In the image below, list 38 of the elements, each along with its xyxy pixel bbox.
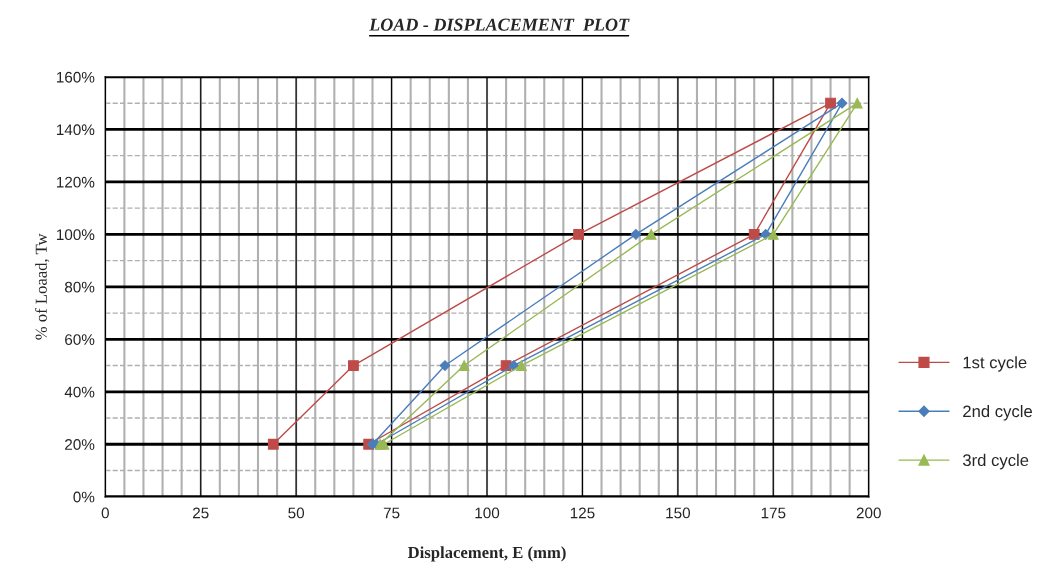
- y-tick-label: 80%: [64, 281, 95, 293]
- point: [767, 228, 779, 240]
- y-tick-label: 60%: [65, 334, 95, 345]
- chart-title: LOAD - DISPLACEMENT PLOT: [369, 18, 630, 31]
- y-axis-title: % of Loaad, Tw: [34, 233, 50, 340]
- x-axis-title: Displacement, E (mm): [407, 546, 566, 562]
- y-tick-label: 100%: [56, 229, 95, 241]
- y-tick-label: 140%: [56, 124, 95, 136]
- legend-label: 2nd cycle: [963, 405, 1032, 421]
- x-tick-label: 0: [101, 507, 109, 519]
- x-tick-label: 75: [383, 507, 400, 519]
- point: [348, 360, 359, 371]
- point: [825, 97, 836, 109]
- x-tick-label: 125: [570, 507, 595, 519]
- point: [748, 228, 760, 240]
- x-tick-label: 50: [288, 507, 305, 519]
- point: [439, 360, 451, 371]
- y-tick-label: 120%: [56, 176, 95, 188]
- x-tick-label: 100: [475, 507, 500, 519]
- x-tick-label: 200: [856, 507, 881, 519]
- point: [515, 360, 527, 371]
- point: [458, 360, 470, 371]
- point: [630, 228, 642, 240]
- y-tick-label: 0%: [73, 491, 95, 503]
- y-tick-label: 160%: [56, 71, 95, 83]
- point: [573, 228, 584, 240]
- point: [645, 228, 657, 240]
- legend-label: 3rd cycle: [962, 453, 1029, 470]
- y-tick-label: 20%: [65, 439, 95, 450]
- point: [851, 97, 863, 109]
- x-tick-label: 150: [666, 507, 691, 519]
- point: [267, 438, 279, 450]
- legend-label: 1st cycle: [963, 356, 1027, 372]
- y-tick-label: 40%: [64, 386, 95, 398]
- point: [378, 438, 390, 450]
- x-tick-label: 25: [193, 507, 209, 519]
- x-tick-label: 175: [761, 507, 786, 519]
- point: [836, 97, 848, 109]
